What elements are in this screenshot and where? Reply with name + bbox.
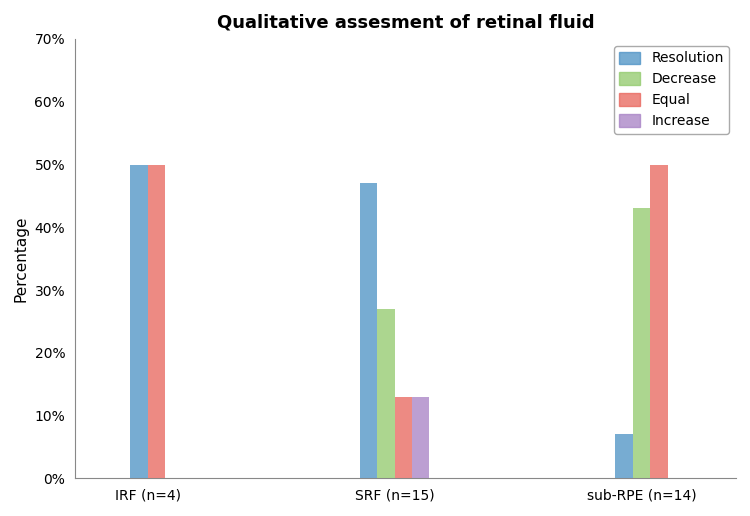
Bar xyxy=(377,309,394,478)
Bar xyxy=(616,434,633,478)
Y-axis label: Percentage: Percentage xyxy=(14,216,29,302)
Bar xyxy=(633,208,650,478)
Bar xyxy=(360,183,377,478)
Bar xyxy=(650,165,668,478)
Bar xyxy=(148,165,165,478)
Bar xyxy=(130,165,148,478)
Bar xyxy=(412,397,430,478)
Legend: Resolution, Decrease, Equal, Increase: Resolution, Decrease, Equal, Increase xyxy=(614,46,729,134)
Title: Qualitative assesment of retinal fluid: Qualitative assesment of retinal fluid xyxy=(217,14,594,32)
Bar xyxy=(394,397,412,478)
